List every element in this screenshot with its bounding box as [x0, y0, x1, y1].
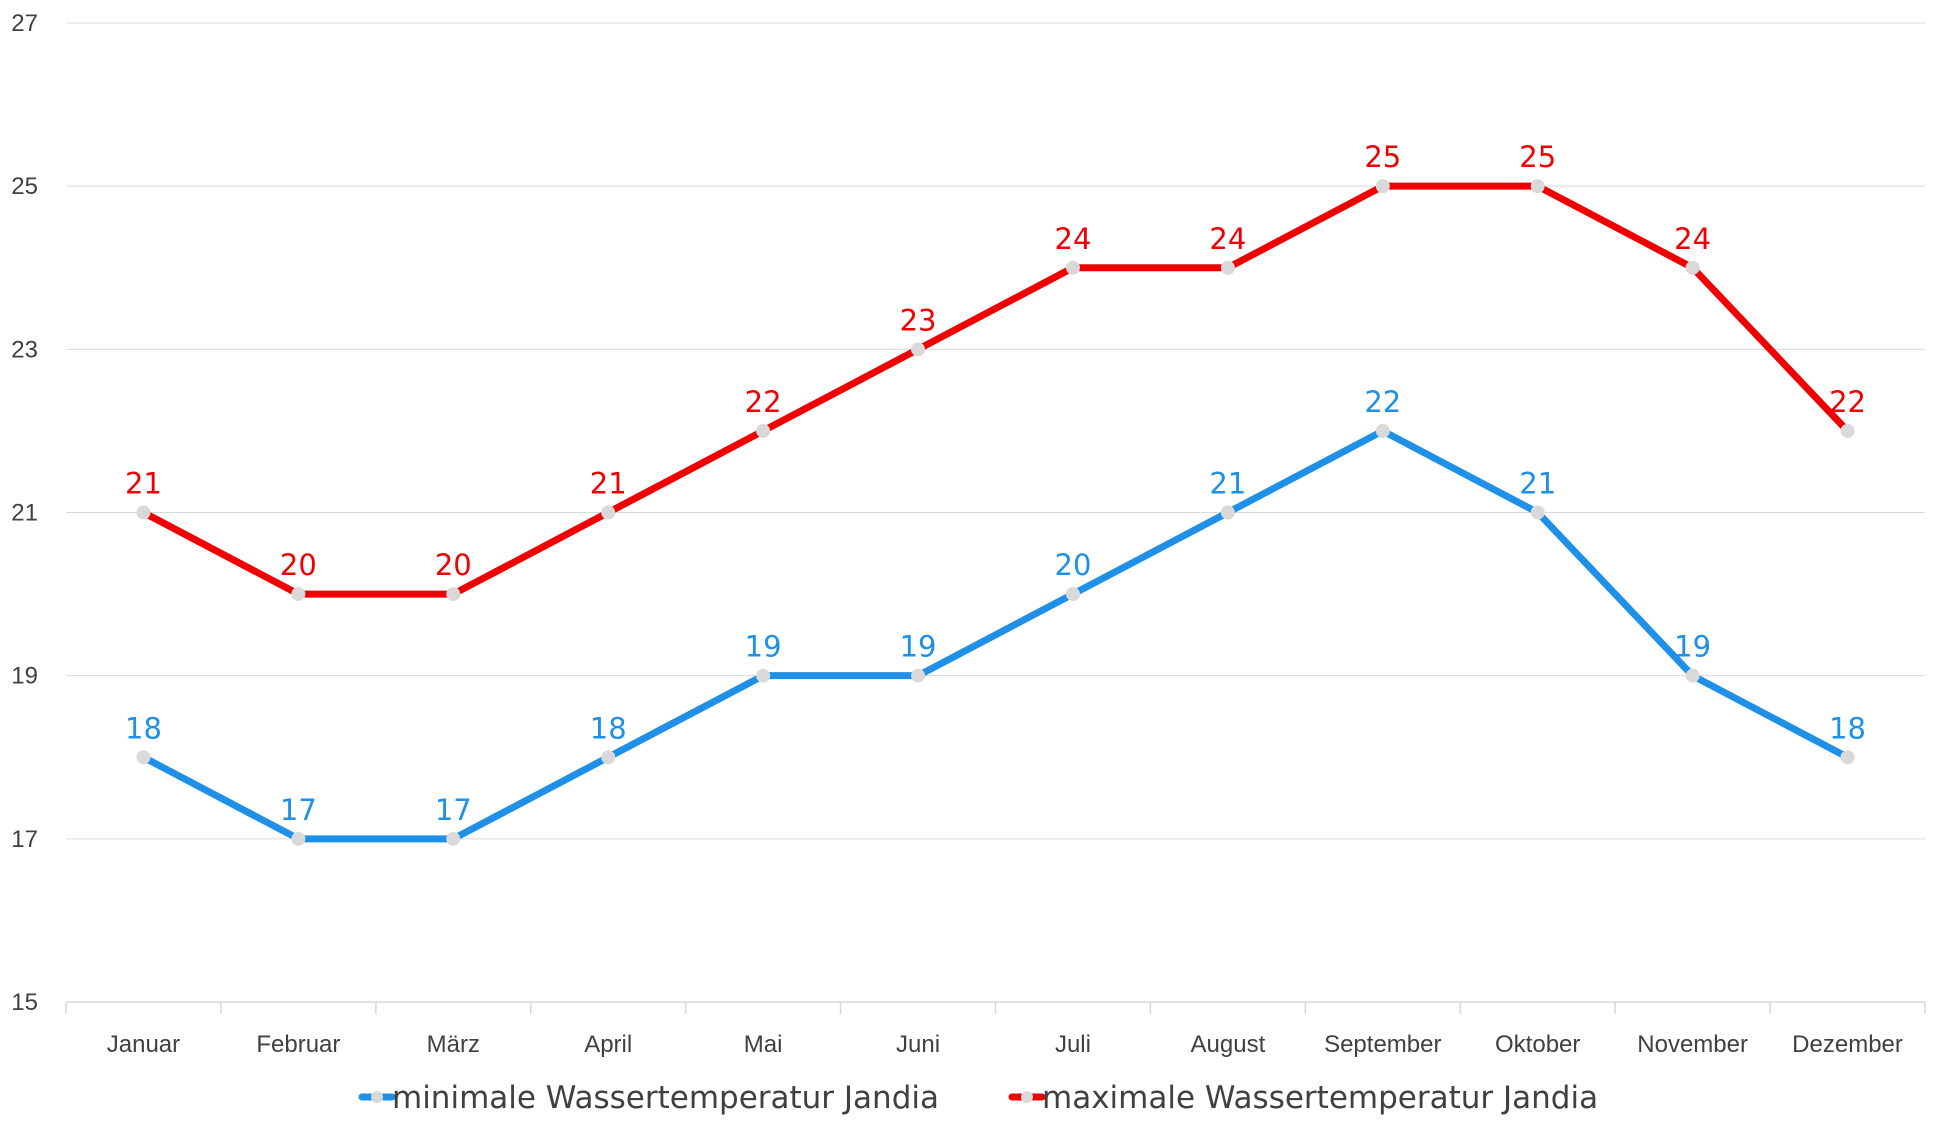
data-point [136, 505, 151, 520]
data-point [1685, 260, 1700, 275]
gridlines [66, 22, 1925, 840]
data-label: 24 [1055, 222, 1092, 256]
data-label: 20 [280, 548, 317, 582]
data-label: 19 [900, 630, 937, 664]
x-tick-label: Januar [107, 1031, 180, 1058]
y-tick-label: 27 [11, 10, 38, 37]
data-label: 25 [1519, 140, 1556, 174]
data-point [1220, 260, 1235, 275]
data-label: 21 [1519, 467, 1556, 501]
x-tick-label: August [1191, 1031, 1266, 1058]
data-label: 19 [745, 630, 782, 664]
x-tick-label: September [1324, 1031, 1441, 1058]
data-point [446, 831, 461, 846]
data-label: 18 [125, 711, 162, 745]
series-lines [136, 179, 1855, 846]
data-point [756, 423, 771, 438]
legend-label: minimale Wassertemperatur Jandia [392, 1080, 939, 1116]
data-point [1840, 750, 1855, 765]
data-label: 22 [1829, 385, 1866, 419]
data-label: 21 [590, 467, 627, 501]
legend-marker [371, 1091, 383, 1103]
data-label: 17 [280, 793, 317, 827]
x-tick-label: Mai [744, 1031, 783, 1058]
x-tick-label: Juli [1055, 1031, 1091, 1058]
data-label: 17 [435, 793, 472, 827]
data-point [1065, 260, 1080, 275]
x-tick-label: Februar [256, 1031, 340, 1058]
y-tick-label: 25 [11, 173, 38, 200]
data-label: 18 [590, 711, 627, 745]
data-label: 22 [745, 385, 782, 419]
y-tick-label: 21 [11, 500, 38, 527]
data-point [136, 750, 151, 765]
x-tick-label: Dezember [1792, 1031, 1903, 1058]
x-tick-label: März [427, 1031, 480, 1058]
data-point [1375, 179, 1390, 194]
data-label: 18 [1829, 711, 1866, 745]
data-label: 22 [1364, 385, 1401, 419]
data-point [291, 587, 306, 602]
legend: minimale Wassertemperatur Jandia maximale… [358, 1080, 1598, 1116]
data-point [911, 668, 926, 683]
data-point [911, 342, 926, 357]
data-label: 20 [1055, 548, 1092, 582]
data-label: 24 [1674, 222, 1711, 256]
data-point [756, 668, 771, 683]
data-labels: 18 17 17 18 19 19 20 21 22 21 19 18 21 20 20 21 22 23 24 24… [125, 140, 1866, 827]
series-line [139, 182, 1852, 598]
data-point [1065, 587, 1080, 602]
axes: 15 17 19 21 23 25 27 Januar Februar März April Mai J… [11, 10, 1926, 1058]
data-label: 21 [1209, 467, 1246, 501]
legend-marker [1021, 1091, 1033, 1103]
data-label: 25 [1364, 140, 1401, 174]
series-line [139, 427, 1852, 843]
x-tick-label: Oktober [1495, 1031, 1580, 1058]
data-label: 21 [125, 467, 162, 501]
data-point [1530, 179, 1545, 194]
data-label: 19 [1674, 630, 1711, 664]
data-point [1840, 423, 1855, 438]
y-tick-label: 19 [11, 663, 38, 690]
data-point [1375, 423, 1390, 438]
x-tick-label: April [584, 1031, 632, 1058]
data-label: 24 [1209, 222, 1246, 256]
data-point [1220, 505, 1235, 520]
x-tick-label: November [1637, 1031, 1748, 1058]
x-tick-label: Juni [896, 1031, 940, 1058]
data-point [601, 750, 616, 765]
data-point [291, 831, 306, 846]
data-point [1685, 668, 1700, 683]
data-point [601, 505, 616, 520]
data-point [1530, 505, 1545, 520]
legend-label: maximale Wassertemperatur Jandia [1042, 1080, 1598, 1116]
data-label: 23 [900, 303, 937, 337]
y-tick-label: 23 [11, 336, 38, 363]
data-point [446, 587, 461, 602]
y-tick-label: 15 [11, 989, 38, 1016]
y-tick-label: 17 [11, 826, 38, 853]
data-label: 20 [435, 548, 472, 582]
